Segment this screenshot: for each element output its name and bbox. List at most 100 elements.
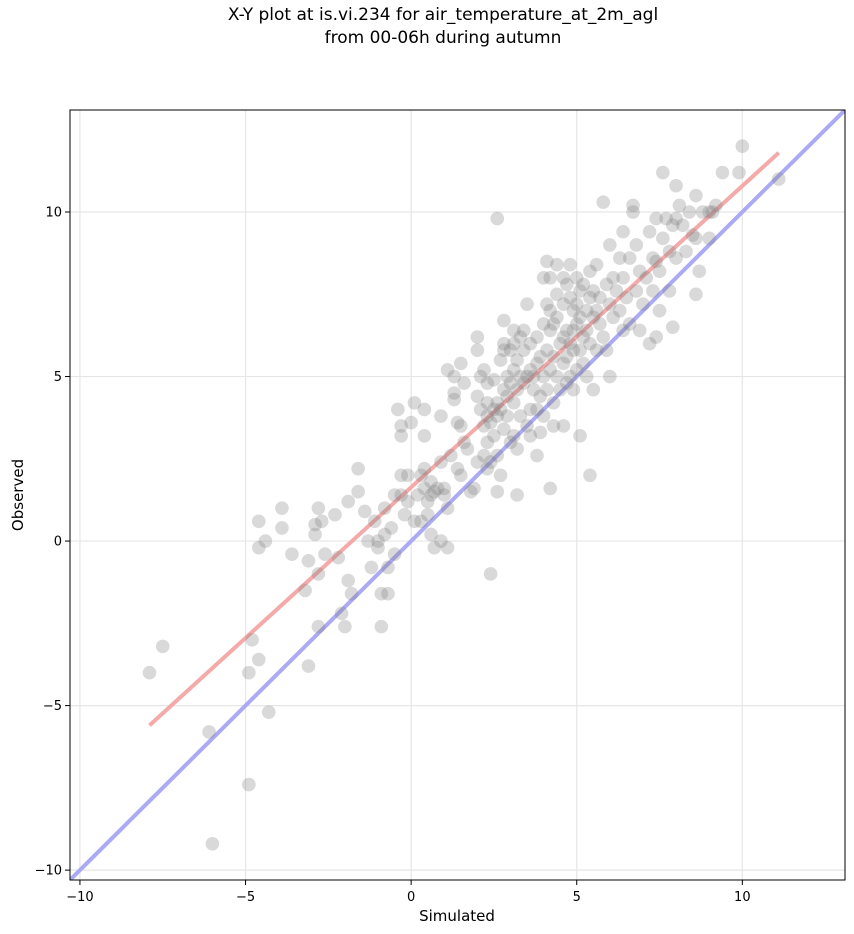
data-point — [715, 165, 730, 180]
data-point — [559, 277, 574, 292]
data-point — [308, 527, 322, 542]
data-point — [520, 369, 534, 384]
data-point — [447, 392, 461, 407]
data-point — [662, 244, 677, 259]
data-point — [377, 527, 392, 542]
data-point — [417, 402, 432, 417]
data-point — [603, 369, 617, 384]
data-point — [523, 336, 538, 351]
data-point — [480, 409, 495, 423]
data-point — [685, 228, 700, 242]
data-point — [507, 428, 521, 443]
data-point — [583, 290, 597, 305]
data-point — [364, 560, 379, 575]
data-point — [536, 317, 551, 331]
data-point — [510, 442, 524, 456]
data-point — [381, 560, 395, 575]
data-point — [665, 320, 680, 334]
data-point — [457, 376, 471, 390]
data-point — [530, 402, 544, 417]
data-point — [586, 382, 601, 397]
data-point — [516, 376, 531, 390]
data-point — [516, 343, 531, 358]
data-point — [450, 461, 465, 476]
data-point — [490, 484, 505, 499]
data-point — [550, 310, 564, 325]
data-point — [705, 205, 720, 219]
data-point — [543, 363, 558, 377]
data-point — [493, 353, 508, 367]
data-point — [689, 188, 703, 203]
data-point — [473, 369, 488, 384]
data-point — [639, 271, 654, 285]
data-point — [533, 425, 548, 440]
data-point — [669, 251, 683, 265]
data-point — [513, 330, 528, 344]
data-point — [533, 349, 548, 364]
data-point — [447, 369, 461, 384]
y-axis-label: Observed — [9, 459, 27, 531]
data-point — [420, 494, 435, 509]
data-point — [318, 547, 332, 562]
data-point — [536, 271, 551, 285]
data-point — [556, 419, 571, 433]
data-point — [261, 705, 276, 719]
data-point — [550, 369, 564, 384]
data-point — [646, 251, 660, 265]
data-point — [573, 343, 587, 358]
data-point — [493, 402, 508, 417]
data-point — [497, 313, 511, 328]
data-point — [374, 619, 389, 634]
data-point — [357, 504, 372, 519]
data-point — [367, 514, 382, 529]
data-point — [420, 507, 435, 522]
data-point — [569, 297, 584, 311]
data-point — [384, 521, 399, 535]
data-point — [440, 363, 455, 377]
data-point — [550, 257, 564, 272]
data-point — [142, 665, 157, 680]
data-point — [665, 218, 680, 232]
data-point — [507, 396, 521, 410]
data-point — [414, 514, 428, 529]
data-point — [530, 330, 544, 344]
chart-title-line-2: from 00-06h during autumn — [324, 28, 562, 48]
data-point — [404, 415, 418, 430]
data-point — [344, 586, 359, 601]
data-point — [586, 310, 601, 325]
data-point — [626, 198, 640, 213]
data-point — [530, 448, 544, 463]
x-tick-label: −10 — [66, 890, 93, 905]
data-point — [507, 336, 521, 351]
data-point — [563, 336, 577, 351]
data-point — [540, 343, 554, 358]
data-point — [205, 837, 220, 851]
data-point — [606, 271, 620, 285]
data-point — [381, 586, 395, 601]
data-point — [649, 254, 664, 269]
data-point — [503, 435, 518, 450]
data-point — [507, 323, 521, 338]
data-point — [563, 290, 577, 305]
data-point — [473, 402, 488, 417]
data-point — [599, 277, 614, 292]
data-point — [609, 284, 624, 298]
data-point — [576, 277, 591, 292]
data-point — [454, 356, 468, 371]
data-point — [480, 376, 495, 390]
data-point — [520, 297, 534, 311]
data-point — [454, 419, 468, 433]
data-point — [566, 382, 581, 397]
data-point — [401, 494, 415, 509]
data-point — [679, 244, 693, 259]
data-point — [523, 402, 538, 417]
data-point — [692, 264, 707, 279]
data-point — [470, 389, 485, 404]
data-point — [285, 547, 299, 562]
data-point — [603, 297, 617, 311]
data-point — [311, 501, 326, 515]
data-point — [573, 310, 587, 325]
data-points — [142, 139, 786, 851]
data-point — [559, 323, 574, 338]
data-point — [546, 349, 561, 364]
